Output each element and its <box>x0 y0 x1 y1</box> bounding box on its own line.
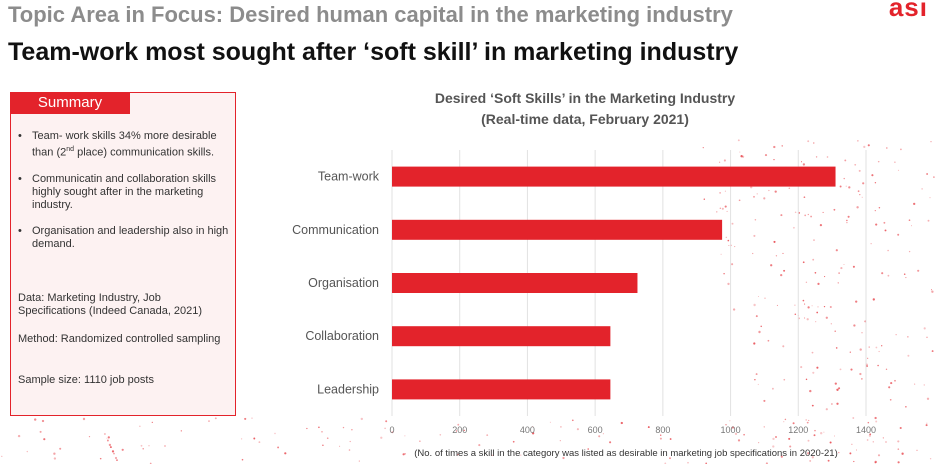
page-title: Team-work most sought after ‘soft skill’… <box>8 38 739 66</box>
x-tick-label: 1200 <box>788 425 808 435</box>
x-tick-label: 600 <box>588 425 603 435</box>
x-tick-label: 0 <box>389 425 394 435</box>
bar <box>392 326 611 347</box>
chart-title: Desired ‘Soft Skills’ in the Marketing I… <box>434 90 736 106</box>
bar <box>392 219 723 240</box>
category-label: Organisation <box>308 276 379 290</box>
x-tick-label: 1400 <box>856 425 876 435</box>
bar <box>392 166 836 187</box>
summary-bullet: Team- work skills 34% more desirable tha… <box>14 130 230 160</box>
summary-sample-size: Sample size: 1110 job posts <box>18 374 154 386</box>
summary-bullet: Communicatin and collaboration skills hi… <box>14 173 230 212</box>
x-tick-label: 200 <box>452 425 467 435</box>
x-tick-label: 800 <box>655 425 670 435</box>
summary-data-source: Data: Marketing Industry, Job Specificat… <box>18 292 203 317</box>
category-label: Communication <box>292 223 379 237</box>
topic-heading: Topic Area in Focus: Desired human capit… <box>8 2 733 27</box>
summary-bullet: Organisation and leadership also in high… <box>14 225 230 251</box>
bar <box>392 379 611 400</box>
category-label: Team-work <box>318 170 380 184</box>
x-tick-label: 1000 <box>721 425 741 435</box>
bar <box>392 273 638 293</box>
brand-logo: asi <box>888 0 928 22</box>
category-label: Collaboration <box>305 329 379 343</box>
summary-tab-label: Summary <box>10 92 130 114</box>
chart-subtitle: (Real-time data, February 2021) <box>481 111 689 127</box>
x-axis-label: (No. of times a skill in the category wa… <box>414 448 837 459</box>
summary-method: Method: Randomized controlled sampling <box>18 333 221 345</box>
summary-bullet-list: Team- work skills 34% more desirable tha… <box>14 130 230 264</box>
category-label: Leadership <box>317 382 379 396</box>
x-tick-label: 400 <box>520 425 535 435</box>
